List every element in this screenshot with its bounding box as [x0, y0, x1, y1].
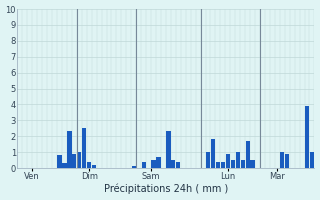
Bar	[171, 160, 175, 168]
Bar	[92, 165, 96, 168]
Bar	[57, 155, 62, 168]
Bar	[236, 152, 240, 168]
Bar	[216, 162, 220, 168]
Bar	[221, 162, 225, 168]
Bar	[82, 128, 86, 168]
Bar	[211, 139, 215, 168]
Bar	[251, 160, 255, 168]
Bar	[231, 160, 235, 168]
Bar	[62, 163, 67, 168]
Bar	[132, 166, 136, 168]
Bar	[226, 154, 230, 168]
Bar	[245, 141, 250, 168]
Bar	[280, 152, 284, 168]
Bar	[241, 160, 245, 168]
X-axis label: Précipitations 24h ( mm ): Précipitations 24h ( mm )	[104, 184, 228, 194]
Bar	[206, 152, 210, 168]
Bar	[305, 106, 309, 168]
Bar	[67, 131, 72, 168]
Bar	[72, 154, 76, 168]
Bar	[176, 162, 180, 168]
Bar	[151, 160, 156, 168]
Bar	[77, 152, 81, 168]
Bar	[87, 162, 91, 168]
Bar	[310, 152, 314, 168]
Bar	[166, 131, 171, 168]
Bar	[156, 157, 161, 168]
Bar	[285, 154, 289, 168]
Bar	[141, 162, 146, 168]
